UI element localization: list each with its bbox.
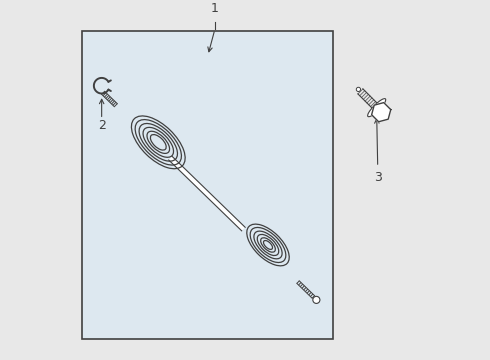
- Text: 2: 2: [98, 119, 106, 132]
- Circle shape: [313, 296, 320, 303]
- Ellipse shape: [368, 99, 386, 117]
- Text: 3: 3: [374, 171, 382, 184]
- Circle shape: [356, 87, 361, 91]
- Text: 1: 1: [211, 2, 219, 15]
- Polygon shape: [371, 103, 391, 122]
- Bar: [82, 31, 334, 339]
- Polygon shape: [169, 157, 245, 231]
